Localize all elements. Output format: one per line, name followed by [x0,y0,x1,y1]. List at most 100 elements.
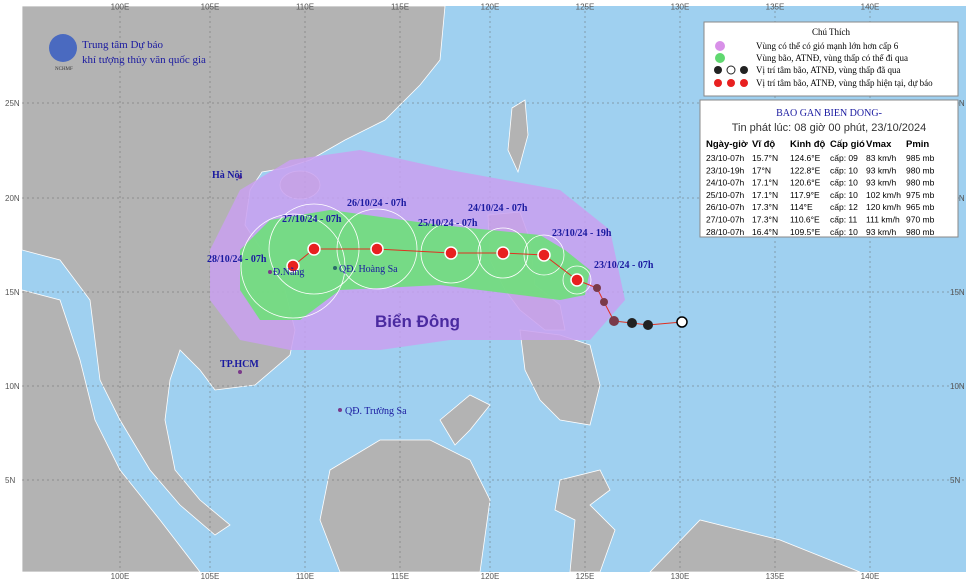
time-label: 25/10/24 - 07h [418,218,478,229]
table-cell: 27/10-07h [706,215,745,225]
lat-label: 15N [5,288,20,297]
lat-label: 5N [950,476,960,485]
table-cell: 17.3°N [752,215,778,225]
table-cell: 120.6°E [790,178,821,188]
lat-label: 25N [5,99,20,108]
lat-label: 10N [5,382,20,391]
legend: Chú Thích Vùng có thể có gió mạnh lớn hơ… [703,21,959,97]
table-cell: 24/10-07h [706,178,745,188]
bulletin-box [699,99,959,238]
lon-label: 120E [481,3,500,12]
table-cell: 23/10-19h [706,165,745,175]
lat-label: 5N [5,476,15,485]
table-cell: 114°E [790,202,813,212]
time-label: 23/10/24 - 07h [594,260,654,271]
table-cell: 109.5°E [790,227,821,237]
bulletin-title: BAO GAN BIEN DONG- [776,108,882,119]
place: QĐ. Hoàng Sa [339,264,398,275]
lon-label: 100E [111,572,130,581]
legend-item: Vị trí tâm bão, ATNĐ, vùng thấp đã qua [756,65,900,75]
table-header: Cấp gió [830,139,865,150]
lon-label: 140E [861,3,880,12]
lon-label: 110E [296,572,314,581]
lon-label: 140E [861,572,880,581]
table-header: Pmin [906,139,929,150]
table-cell: 111 km/h [866,215,900,225]
lon-label: 135E [766,3,785,12]
table-cell: 110.6°E [790,215,820,225]
time-label: 28/10/24 - 07h [207,254,267,265]
agency-name: khí tượng thủy văn quốc gia [82,54,206,66]
lon-label: 115E [391,572,409,581]
table-cell: 120 km/h [866,202,901,212]
table-header: Vmax [866,139,892,150]
table-cell: 26/10-07h [706,202,745,212]
table-header: Kinh độ [790,139,826,150]
lat-label: 10N [950,382,965,391]
table-cell: 83 km/h [866,153,897,163]
table-cell: 102 km/h [866,190,901,200]
lat-label: 15N [950,288,965,297]
table-cell: 980 mb [906,165,935,175]
lat-label: 20N [5,194,20,203]
time-label: 27/10/24 - 07h [282,214,342,225]
table-cell: 25/10-07h [706,190,745,200]
table-cell: 965 mb [906,202,935,212]
place: Đ.Nẵng [273,267,304,278]
time-label: 24/10/24 - 07h [468,203,528,214]
table-cell: 17.3°N [752,202,778,212]
table-cell: 980 mb [906,227,935,237]
table-cell: 975 mb [906,190,935,200]
lon-label: 135E [766,572,785,581]
table-cell: 17.1°N [752,178,778,188]
places: Hà Nội Đ.Nẵng QĐ. Hoàng Sa TP.HCM QĐ. Tr… [212,170,460,417]
graticule-labels: 100E 100E 105E 105E 110E 110E 115E 115E 120E 120E… [5,3,965,581]
table-cell: 122.8°E [790,165,821,175]
table-cell: cấp: 09 [830,153,858,163]
table-cell: cấp: 11 [830,215,858,225]
table-cell: cấp: 10 [830,178,858,188]
table-cell: 28/10-07h [706,227,745,237]
table-cell: 17°N [752,165,771,175]
lon-label: 105E [201,572,220,581]
legend-item: Vị trí tâm bão, ATNĐ, vùng thấp hiện tại… [756,78,933,88]
time-label: 26/10/24 - 07h [347,198,407,209]
legend-item: Vùng bão, ATNĐ, vùng thấp có thể đi qua [756,53,908,63]
table-cell: 124.6°E [790,153,821,163]
bulletin: BAO GAN BIEN DONG- Tin phát lúc: 08 giờ … [699,99,959,238]
agency-name: Trung tâm Dự báo [82,39,164,51]
table-header: Ngày-giờ [706,139,748,150]
table-cell: 93 km/h [866,178,897,188]
table-cell: cấp: 10 [830,165,858,175]
lon-label: 125E [576,3,595,12]
legend-item: Vùng có thể có gió mạnh lớn hơn cấp 6 [756,41,899,51]
logo-text: NCHMF [55,67,73,72]
table-cell: 980 mb [906,178,935,188]
table-cell: cấp: 10 [830,227,858,237]
forecast-markers [286,242,584,287]
time-labels: 23/10/24 - 07h 23/10/24 - 19h 24/10/24 -… [207,198,654,271]
sea-label: Biển Đông [375,312,460,331]
table-cell: 117.9°E [790,190,820,200]
lon-label: 100E [111,3,130,12]
table-header: Vĩ độ [752,139,775,150]
table-cell: 93 km/h [866,227,897,237]
table-cell: 970 mb [906,215,935,225]
table-cell: cấp: 10 [830,190,858,200]
lon-label: 110E [296,3,314,12]
table-cell: 16.4°N [752,227,778,237]
lon-label: 105E [201,3,220,12]
time-label: 23/10/24 - 19h [552,228,612,239]
storm-path-zone [240,210,590,320]
lon-label: 120E [481,572,500,581]
legend-title: Chú Thích [812,27,851,37]
place: QĐ. Trường Sa [345,406,407,417]
past-markers [593,284,688,330]
lon-label: 130E [671,572,690,581]
bulletin-issued: Tin phát lúc: 08 giờ 00 phút, 23/10/2024 [732,122,927,134]
place: TP.HCM [220,359,259,370]
table-cell: 23/10-07h [706,153,745,163]
lon-label: 125E [576,572,595,581]
table-cell: 17.1°N [752,190,778,200]
